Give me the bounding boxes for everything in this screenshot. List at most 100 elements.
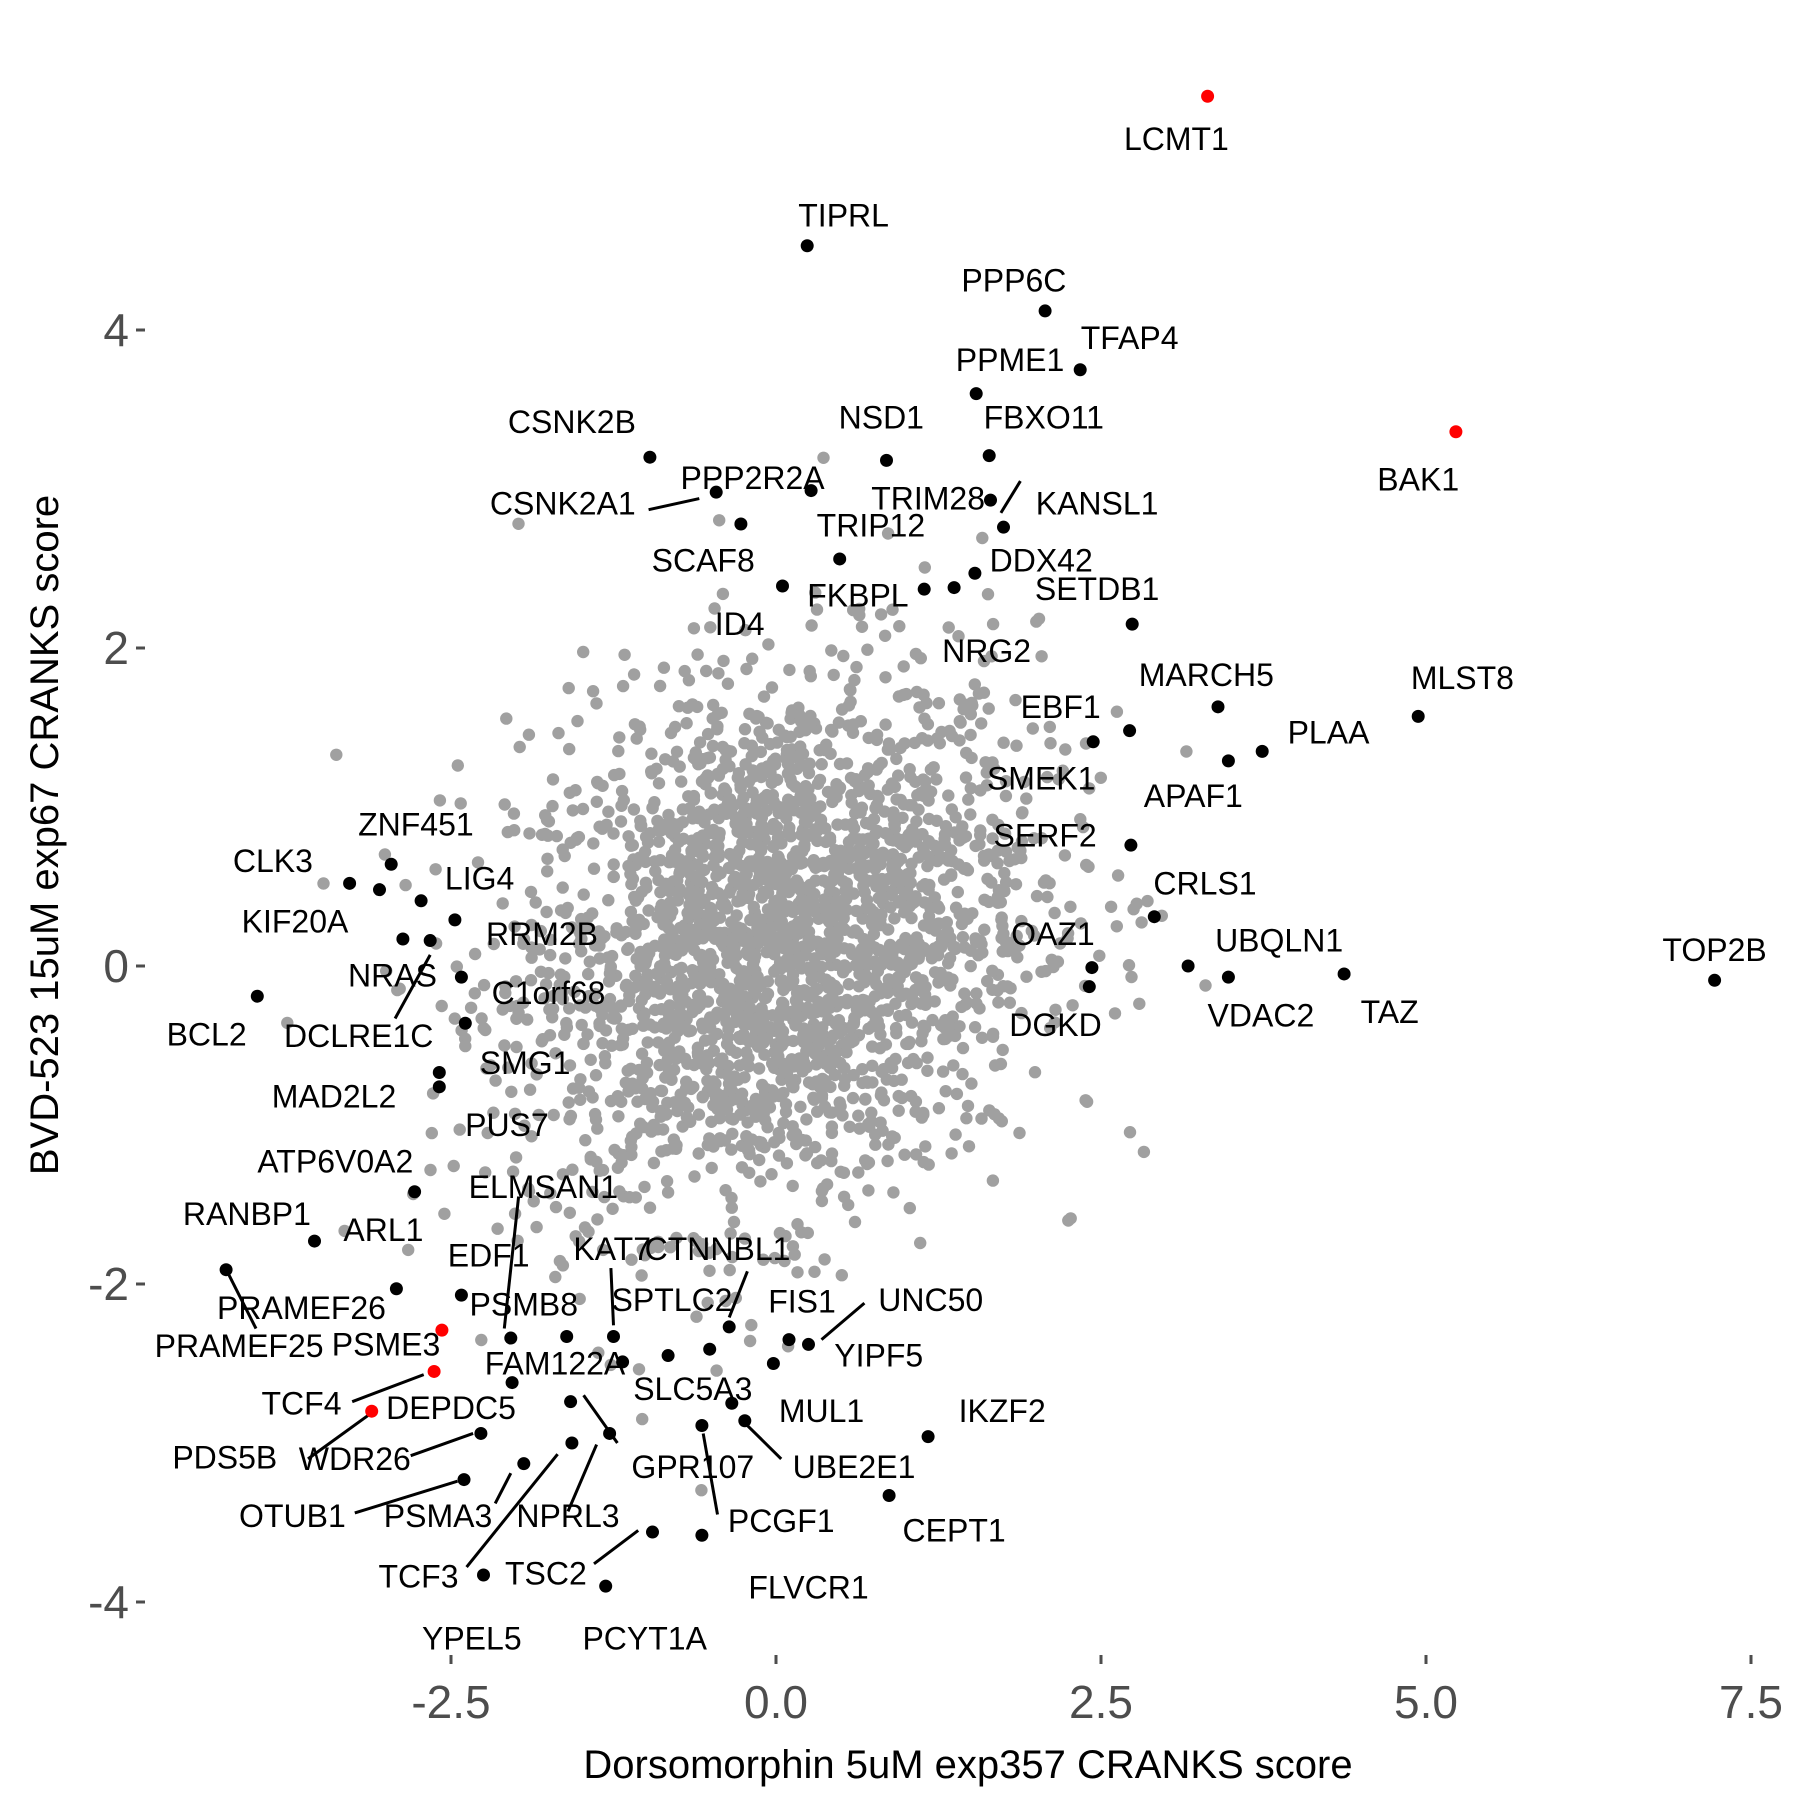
gene-point-kansl1	[997, 520, 1010, 534]
background-point	[996, 1043, 1009, 1057]
background-point	[693, 805, 706, 818]
background-point	[563, 1206, 576, 1220]
background-point	[612, 1110, 625, 1123]
background-point	[510, 1040, 523, 1054]
background-point	[534, 965, 548, 978]
background-point	[891, 959, 905, 973]
background-point	[950, 1087, 964, 1101]
gene-point-crls1	[1147, 910, 1161, 924]
background-point	[525, 951, 538, 964]
background-point	[725, 1143, 738, 1156]
background-point	[1133, 997, 1146, 1010]
background-point	[540, 905, 553, 919]
background-point	[852, 1109, 865, 1122]
background-point	[723, 760, 736, 773]
gene-point-dgkd	[1082, 980, 1096, 994]
background-point	[810, 1040, 824, 1053]
background-point	[573, 1292, 586, 1306]
gene-label-serf2: SERF2	[994, 818, 1097, 854]
background-point	[550, 829, 563, 843]
background-point	[1015, 914, 1028, 928]
background-point	[576, 802, 590, 816]
gene-point-trim28	[984, 493, 997, 507]
background-point	[751, 806, 765, 819]
gene-point-c1orf68	[454, 970, 468, 984]
background-point	[864, 902, 877, 915]
x-axis-title: Dorsomorphin 5uM exp357 CRANKS score	[583, 1743, 1352, 1787]
background-point	[781, 979, 794, 992]
gene-label-ppp6c: PPP6C	[961, 263, 1066, 299]
background-point	[844, 1036, 858, 1049]
background-point	[740, 817, 753, 831]
gene-point-atp6v0a2	[408, 1185, 422, 1199]
background-point	[727, 1215, 741, 1229]
background-point	[615, 784, 629, 798]
background-point	[875, 958, 888, 972]
background-point	[886, 948, 899, 962]
gene-point-smek1	[1086, 735, 1100, 749]
background-point	[862, 1117, 875, 1131]
background-point	[615, 799, 628, 812]
background-point	[1180, 745, 1193, 758]
background-point	[1044, 1021, 1057, 1035]
background-point	[679, 1082, 693, 1095]
gene-point-yipf5	[766, 1357, 780, 1370]
gene-point-ppme1	[969, 387, 983, 401]
background-point	[968, 1020, 982, 1034]
background-point	[638, 1092, 652, 1106]
gene-point-psme3	[435, 1323, 449, 1337]
background-point	[541, 865, 554, 878]
gene-label-yipf5: YIPF5	[834, 1338, 923, 1374]
background-point	[731, 986, 744, 999]
background-point	[546, 799, 559, 813]
gene-point-bcl2	[250, 989, 264, 1003]
background-point	[921, 1051, 934, 1064]
gene-label-crls1: CRLS1	[1153, 865, 1256, 901]
background-point	[664, 726, 678, 740]
background-point	[487, 1106, 500, 1119]
background-point	[904, 1089, 918, 1103]
background-point	[573, 1235, 586, 1248]
background-point	[682, 1025, 695, 1038]
background-point	[725, 951, 739, 965]
background-point	[615, 1022, 628, 1035]
background-point	[790, 1137, 803, 1151]
background-point	[789, 1015, 803, 1028]
background-point	[786, 1240, 800, 1253]
gene-point-tiprl	[800, 239, 814, 253]
y-axis-title: BVD-523 15uM exp67 CRANKS score	[23, 495, 67, 1175]
gene-label-fkbpl: FKBPL	[807, 578, 908, 614]
background-point	[635, 1047, 649, 1060]
background-point	[805, 619, 818, 632]
background-point	[866, 1040, 879, 1053]
background-point	[986, 1030, 1000, 1044]
background-point	[499, 980, 512, 993]
background-point	[607, 858, 620, 871]
background-point	[814, 970, 827, 984]
gene-point-fam122a	[661, 1349, 675, 1363]
background-point	[556, 1259, 570, 1272]
background-point	[736, 888, 749, 901]
background-point	[986, 617, 1000, 631]
background-point	[723, 1263, 736, 1277]
background-point	[663, 937, 676, 950]
gene-point-smg1	[458, 1016, 472, 1030]
background-point	[793, 725, 806, 739]
gene-label-sptlc2: SPTLC2	[612, 1282, 733, 1318]
background-point	[590, 1155, 603, 1169]
background-point	[994, 896, 1007, 909]
background-point	[1051, 955, 1065, 968]
background-point	[893, 620, 906, 633]
background-point	[807, 854, 820, 867]
background-point	[477, 978, 491, 992]
gene-point-ctnnbl1	[722, 1320, 736, 1334]
background-point	[1013, 939, 1026, 952]
background-point	[807, 1091, 820, 1105]
background-point	[623, 1191, 636, 1204]
background-point	[795, 828, 808, 841]
gene-labels-layer: LCMT1 TIPRL PPP6C TFAP4 PPME1 BAK1 CSNK2B NSD1 F…	[155, 121, 1767, 1656]
gene-point-kat7	[560, 1329, 574, 1343]
background-point	[897, 660, 910, 673]
background-point	[1030, 889, 1044, 903]
background-point	[801, 1226, 814, 1240]
